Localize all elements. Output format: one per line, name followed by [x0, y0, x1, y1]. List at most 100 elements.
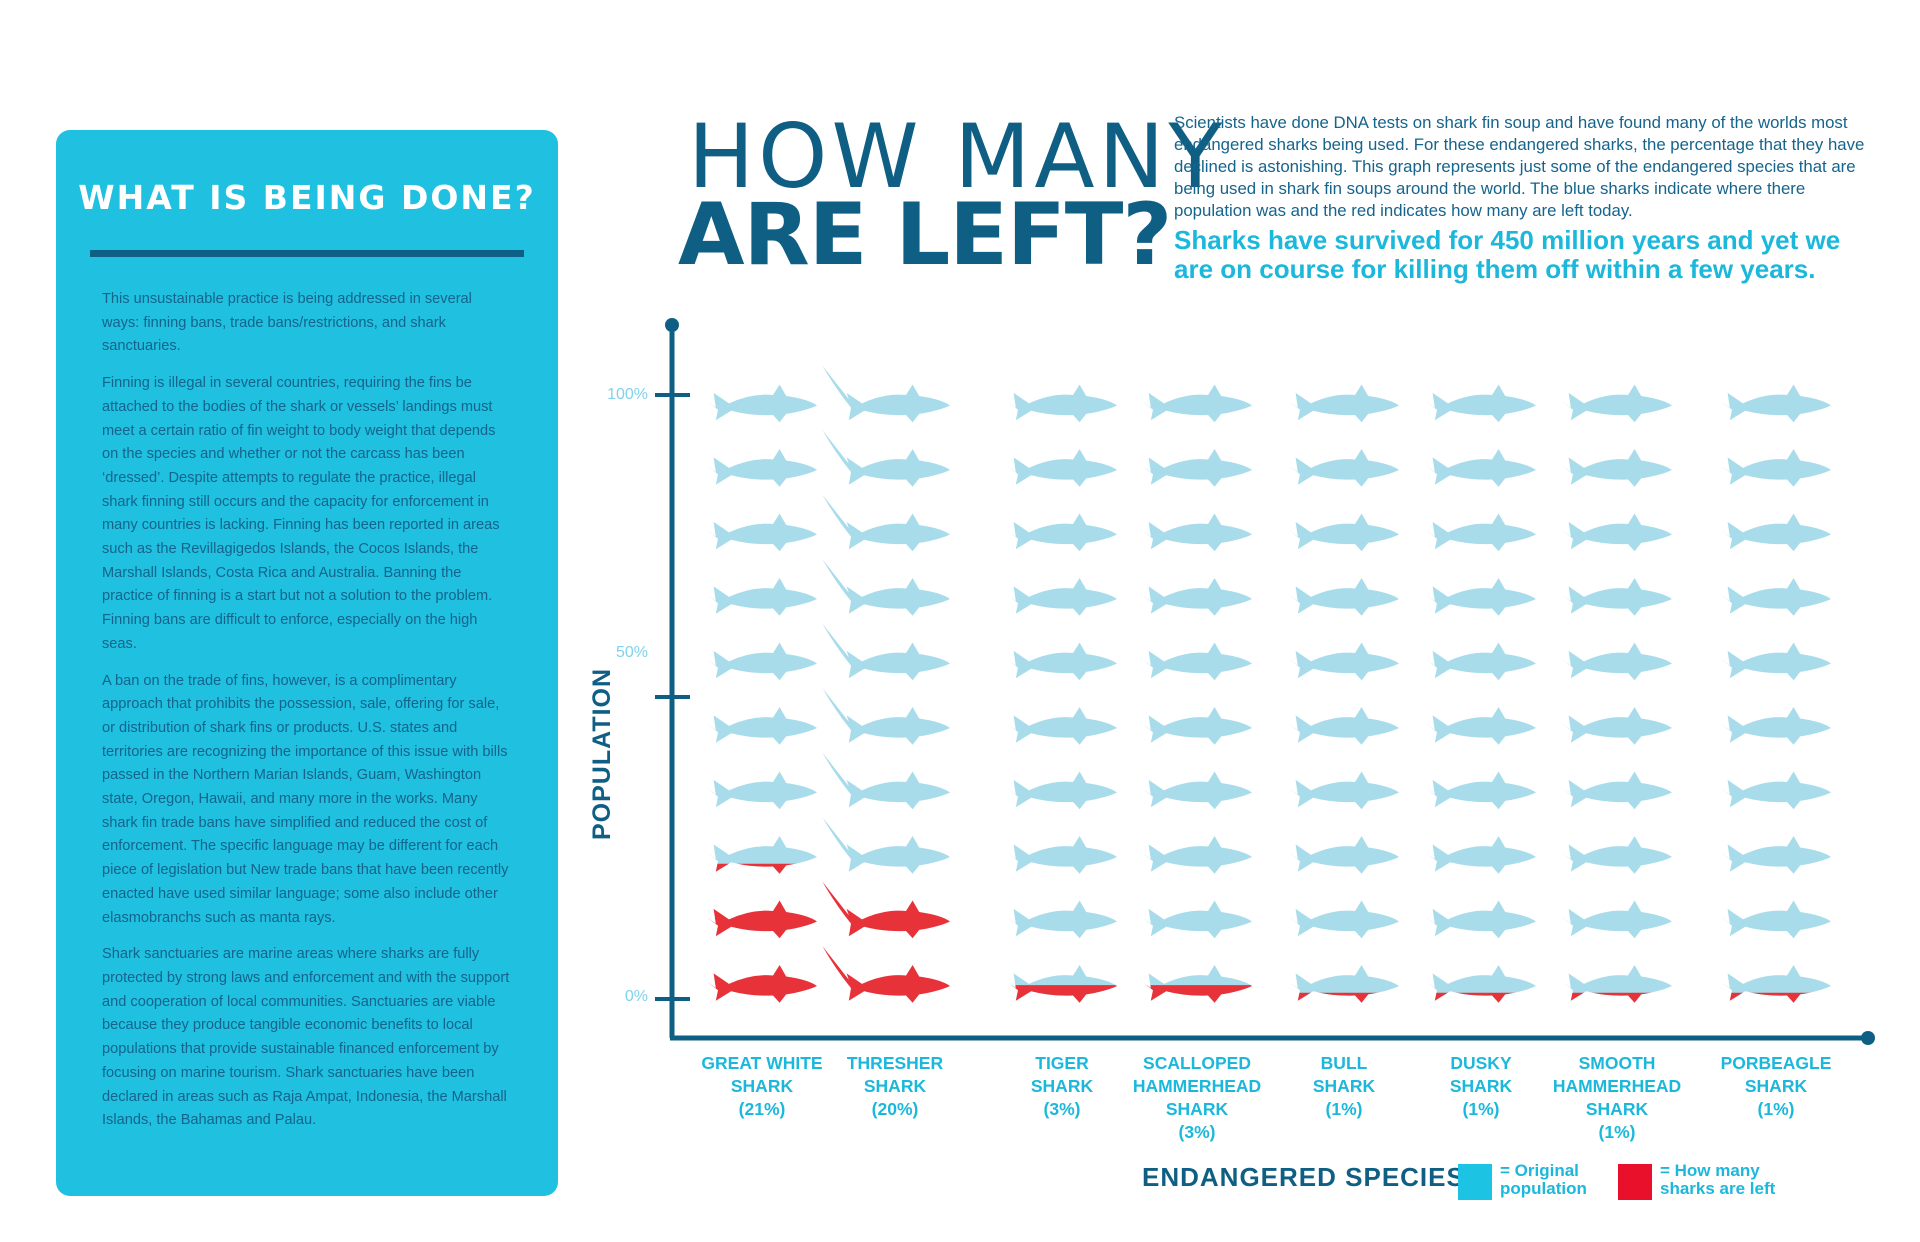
shark-icon [1562, 384, 1672, 423]
shark-icon [1426, 900, 1536, 939]
shark-icon [1007, 836, 1117, 874]
category-label-line: GREAT WHITE [701, 1053, 823, 1073]
shark-icon [707, 836, 817, 874]
category-label-line: HAMMERHEAD [1132, 1076, 1262, 1096]
shark-icon [1721, 965, 1831, 1003]
shark-icon [822, 881, 950, 939]
x-axis-end-dot [1861, 1031, 1875, 1045]
legend-label-remaining: = How many sharks are left [1660, 1162, 1775, 1198]
shark-icon [1426, 707, 1536, 745]
shark-remaining-fill [715, 863, 796, 874]
shark-icon [1142, 965, 1253, 1003]
shark-icon [1289, 513, 1399, 552]
shark-column [1142, 384, 1253, 1003]
panel-paragraph: A ban on the trade of fins, however, is … [102, 672, 509, 926]
shark-icon [1289, 449, 1399, 487]
shark-column [1007, 384, 1118, 1003]
shark-icon [1721, 384, 1831, 423]
shark-icon [1007, 707, 1117, 745]
y-axis-label: POPULATION [588, 667, 616, 840]
shark-icon [1426, 965, 1536, 1003]
category-label: TIGER SHARK (3%) [982, 1052, 1142, 1121]
shark-icon [1562, 771, 1672, 810]
category-label: THRESHER SHARK (20%) [815, 1052, 975, 1121]
shark-icon [1426, 449, 1536, 487]
legend-text: = Original [1500, 1161, 1579, 1180]
shark-icon [1426, 513, 1536, 552]
legend-swatch-remaining [1618, 1164, 1652, 1200]
shark-icon [1007, 578, 1117, 616]
shark-remaining-fill [1434, 992, 1515, 1003]
intro-text: Scientists have done DNA tests on shark … [1174, 113, 1865, 220]
shark-column [1721, 384, 1831, 1003]
shark-icon [1562, 449, 1672, 487]
shark-icon [822, 688, 950, 745]
shark-icon [1142, 642, 1252, 681]
shark-icon [1721, 578, 1831, 616]
shark-icon [1721, 449, 1831, 487]
title-line-2: ARE LEFT? [678, 185, 1172, 285]
category-label-line: (3%) [1178, 1122, 1216, 1142]
shark-icon [1562, 965, 1672, 1003]
y-tick-100: 100% [607, 386, 648, 403]
y-tick-50: 50% [615, 644, 648, 661]
panel-title: WHAT IS BEING DONE? [78, 178, 536, 217]
shark-icon [1007, 513, 1117, 552]
category-label: BULL SHARK (1%) [1264, 1052, 1424, 1121]
shark-icon [1289, 642, 1399, 681]
shark-icon [1289, 707, 1399, 745]
shark-icon [707, 449, 817, 487]
category-label-line: THRESHER [846, 1053, 944, 1073]
shark-icon [822, 623, 950, 681]
shark-icon [1721, 836, 1831, 874]
category-label-line: SHARK [1449, 1076, 1513, 1096]
category-label: DUSKY SHARK (1%) [1401, 1052, 1561, 1121]
shark-icon [707, 965, 817, 1003]
panel-body: This unsustainable practice is being add… [102, 288, 512, 1146]
category-label: SCALLOPED HAMMERHEAD SHARK (3%) [1117, 1052, 1277, 1144]
legend-text: = How many [1660, 1161, 1760, 1180]
shark-icon [1562, 513, 1672, 552]
legend-swatch-original [1458, 1164, 1492, 1200]
shark-icon [1142, 771, 1252, 810]
shark-icon [1289, 578, 1399, 616]
legend-text: population [1500, 1179, 1587, 1198]
shark-icon [1721, 900, 1831, 939]
panel-paragraph: Finning is illegal in several countries,… [102, 375, 500, 652]
x-axis-label: ENDANGERED SPECIES [1142, 1162, 1465, 1192]
category-label-line: (1%) [1462, 1099, 1500, 1119]
shark-column [1562, 384, 1672, 1003]
shark-icon [1289, 384, 1399, 423]
category-label-line: SHARK [1030, 1076, 1094, 1096]
shark-icon [1426, 836, 1536, 874]
title-line-1: HOW MANY [688, 105, 1227, 208]
category-label: PORBEAGLE SHARK (1%) [1696, 1052, 1856, 1121]
shark-icon [1007, 642, 1117, 681]
shark-icon [1426, 642, 1536, 681]
category-label-line: DUSKY [1450, 1053, 1512, 1073]
shark-column [822, 365, 950, 1003]
category-label-line: HAMMERHEAD [1552, 1076, 1682, 1096]
y-axis-end-dot [665, 318, 679, 332]
category-label-line: SHARK [730, 1076, 794, 1096]
shark-icon [1142, 449, 1252, 487]
shark-remaining-fill [1297, 992, 1378, 1003]
shark-icon [822, 817, 950, 874]
shark-remaining-fill [1146, 985, 1253, 1003]
shark-icon [1426, 578, 1536, 616]
shark-icon [1289, 771, 1399, 810]
shark-icon [1426, 384, 1536, 423]
shark-icon [1721, 771, 1831, 810]
category-label-line: (1%) [1757, 1099, 1795, 1119]
category-label-line: SMOOTH [1578, 1053, 1656, 1073]
shark-icon [822, 559, 950, 616]
category-label-line: SHARK [1744, 1076, 1808, 1096]
shark-icon [1562, 578, 1672, 616]
category-label-line: (1%) [1325, 1099, 1363, 1119]
category-label-line: (21%) [738, 1099, 786, 1119]
side-panel: WHAT IS BEING DONE? This unsustainable p… [56, 130, 558, 1196]
shark-icon [1562, 707, 1672, 745]
shark-icon [707, 771, 817, 810]
shark-icon [707, 513, 817, 552]
